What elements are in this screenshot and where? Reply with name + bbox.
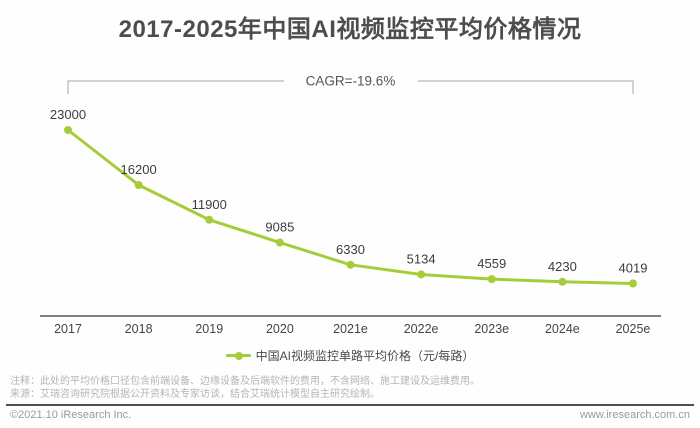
data-label: 23000 bbox=[50, 107, 86, 122]
x-axis-label: 2019 bbox=[195, 322, 223, 336]
data-label: 9085 bbox=[265, 220, 294, 235]
source-line: 来源：艾瑞咨询研究院根据公开资料及专家访谈，结合艾瑞统计模型自主研究绘制。 bbox=[10, 389, 380, 400]
cagr-bracket bbox=[67, 80, 634, 94]
data-label: 11900 bbox=[192, 197, 227, 212]
x-axis-label: 2024e bbox=[545, 322, 580, 336]
footer-divider bbox=[6, 404, 694, 406]
data-point bbox=[629, 279, 637, 288]
x-axis-label: 2020 bbox=[266, 322, 294, 336]
data-point bbox=[275, 238, 284, 247]
x-axis-label: 2023e bbox=[474, 322, 509, 336]
x-axis-label: 2018 bbox=[125, 322, 153, 336]
data-label: 6330 bbox=[336, 242, 365, 257]
data-point bbox=[134, 180, 143, 189]
line-chart: CAGR=-19.6% 23000 2017 16200 2018 11900 2019 90… bbox=[40, 74, 661, 336]
cagr-annotation: CAGR=-19.6% bbox=[306, 74, 396, 89]
legend-line-marker bbox=[225, 351, 251, 360]
x-axis-label: 2022e bbox=[404, 322, 439, 336]
legend-label: 中国AI视频监控单路平均价格（元/每路） bbox=[255, 349, 475, 363]
footer-url: www.iresearch.com.cn bbox=[579, 409, 690, 421]
data-point bbox=[64, 126, 72, 134]
footnotes: 注释：此处的平均价格口径包含前端设备、边缘设备及后端软件的费用，不含网络、施工建… bbox=[10, 375, 690, 401]
data-label: 4019 bbox=[619, 260, 648, 275]
page-title: 2017-2025年中国AI视频监控平均价格情况 bbox=[118, 16, 582, 43]
data-point bbox=[417, 270, 426, 279]
footer-copyright: ©2021.10 iResearch Inc. bbox=[10, 409, 132, 421]
legend-dot-icon bbox=[234, 351, 243, 360]
data-point bbox=[346, 260, 355, 269]
data-point bbox=[558, 277, 567, 286]
data-label: 4230 bbox=[548, 259, 577, 274]
data-point bbox=[487, 275, 496, 284]
x-axis-label: 2021e bbox=[333, 322, 368, 336]
data-label: 4559 bbox=[477, 256, 506, 271]
data-label: 5134 bbox=[407, 251, 436, 266]
x-axis-label: 2017 bbox=[54, 322, 82, 336]
data-label: 16200 bbox=[121, 162, 157, 177]
note-line: 注释：此处的平均价格口径包含前端设备、边缘设备及后端软件的费用，不含网络、施工建… bbox=[10, 376, 480, 387]
footer-bar: ©2021.10 iResearch Inc. www.iresearch.co… bbox=[10, 409, 690, 421]
x-axis-label: 2025e bbox=[616, 322, 651, 336]
data-point bbox=[205, 215, 214, 224]
legend: 中国AI视频监控单路平均价格（元/每路） bbox=[0, 347, 700, 364]
